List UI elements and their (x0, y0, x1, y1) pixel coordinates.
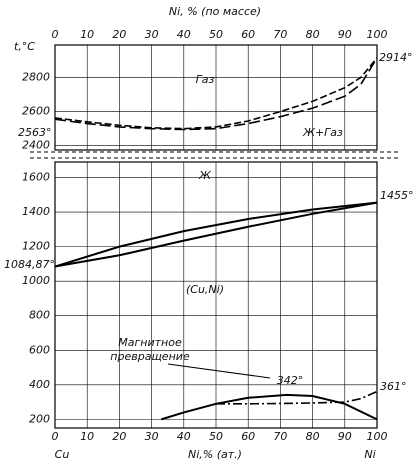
y-tick-label: 2400 (22, 139, 50, 152)
x2-tick-label: 50 (209, 28, 223, 41)
x2-tick-label: 90 (338, 28, 352, 41)
y-tick-label: 1200 (22, 240, 50, 253)
x2-tick-label: 40 (177, 28, 191, 41)
x2-tick-label: 0 (52, 28, 59, 41)
y-tick-label: 600 (29, 343, 50, 356)
x2-tick-label: 80 (306, 28, 320, 41)
annotation: 361° (380, 380, 407, 393)
annotation: Магнитное (118, 336, 182, 349)
y-tick-label: 400 (29, 378, 50, 391)
annotation: Ni (364, 448, 375, 461)
x-tick-label: 50 (209, 430, 223, 443)
x-tick-label: 80 (306, 430, 320, 443)
x-tick-label: 0 (52, 430, 59, 443)
leader-line (167, 363, 271, 379)
x-tick-label: 20 (112, 430, 126, 443)
y-tick-label: 1400 (22, 205, 50, 218)
y-tick-label: 2600 (22, 105, 50, 118)
y-tick-label: 2800 (22, 70, 50, 83)
y-tick-label: 1000 (22, 274, 50, 287)
annotation: 1084,87° (4, 258, 55, 271)
x-axis-title: Ni,% (ат.) (188, 448, 242, 461)
annotation: Cu (55, 448, 70, 461)
x2-tick-label: 100 (367, 28, 388, 41)
x2-tick-label: 10 (80, 28, 94, 41)
x-tick-label: 60 (241, 430, 255, 443)
x2-axis-title: Ni, % (по массе) (169, 5, 261, 18)
x-tick-label: 100 (367, 430, 388, 443)
x2-tick-label: 30 (145, 28, 159, 41)
curve (216, 390, 378, 405)
y-tick-label: 200 (29, 412, 50, 425)
annotation: 2563° (18, 126, 52, 139)
x2-tick-label: 70 (273, 28, 287, 41)
x-tick-label: 70 (273, 430, 287, 443)
x-tick-label: 90 (338, 430, 352, 443)
annotation: 1455° (380, 189, 414, 202)
y-tick-label: 1600 (22, 171, 50, 184)
curve (54, 201, 378, 268)
x-tick-label: 30 (145, 430, 159, 443)
annotation: превращение (110, 350, 190, 363)
x2-tick-label: 20 (112, 28, 126, 41)
y-tick-label: 800 (29, 309, 50, 322)
annotation: Ж (198, 169, 212, 182)
annotation: Газ (196, 73, 215, 86)
x-tick-label: 10 (80, 430, 94, 443)
y-axis-title: t,°C (14, 40, 35, 53)
curve (54, 201, 378, 268)
x2-tick-label: 60 (241, 28, 255, 41)
annotation: 2914° (379, 51, 413, 64)
x-tick-label: 40 (177, 430, 191, 443)
annotation: 342° (277, 374, 304, 387)
annotation: (Cu,Ni) (186, 283, 224, 296)
annotation: Ж+Газ (302, 126, 343, 139)
